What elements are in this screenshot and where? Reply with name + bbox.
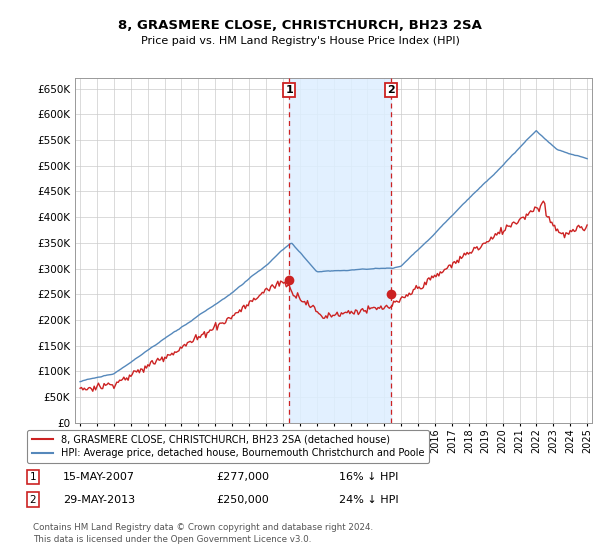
Text: £277,000: £277,000 [216, 472, 269, 482]
Text: Contains HM Land Registry data © Crown copyright and database right 2024.
This d: Contains HM Land Registry data © Crown c… [33, 522, 373, 544]
Text: 8, GRASMERE CLOSE, CHRISTCHURCH, BH23 2SA: 8, GRASMERE CLOSE, CHRISTCHURCH, BH23 2S… [118, 19, 482, 32]
Bar [289, 78, 391, 423]
Text: 1: 1 [29, 472, 37, 482]
Text: Price paid vs. HM Land Registry's House Price Index (HPI): Price paid vs. HM Land Registry's House … [140, 36, 460, 46]
Text: 24% ↓ HPI: 24% ↓ HPI [339, 494, 398, 505]
Text: 16% ↓ HPI: 16% ↓ HPI [339, 472, 398, 482]
Text: 29-MAY-2013: 29-MAY-2013 [63, 494, 135, 505]
Text: 2: 2 [388, 85, 395, 95]
Text: 1: 1 [285, 85, 293, 95]
Text: £250,000: £250,000 [216, 494, 269, 505]
Text: 15-MAY-2007: 15-MAY-2007 [63, 472, 135, 482]
Legend: 8, GRASMERE CLOSE, CHRISTCHURCH, BH23 2SA (detached house), HPI: Average price, : 8, GRASMERE CLOSE, CHRISTCHURCH, BH23 2S… [27, 430, 430, 463]
Text: 2: 2 [29, 494, 37, 505]
